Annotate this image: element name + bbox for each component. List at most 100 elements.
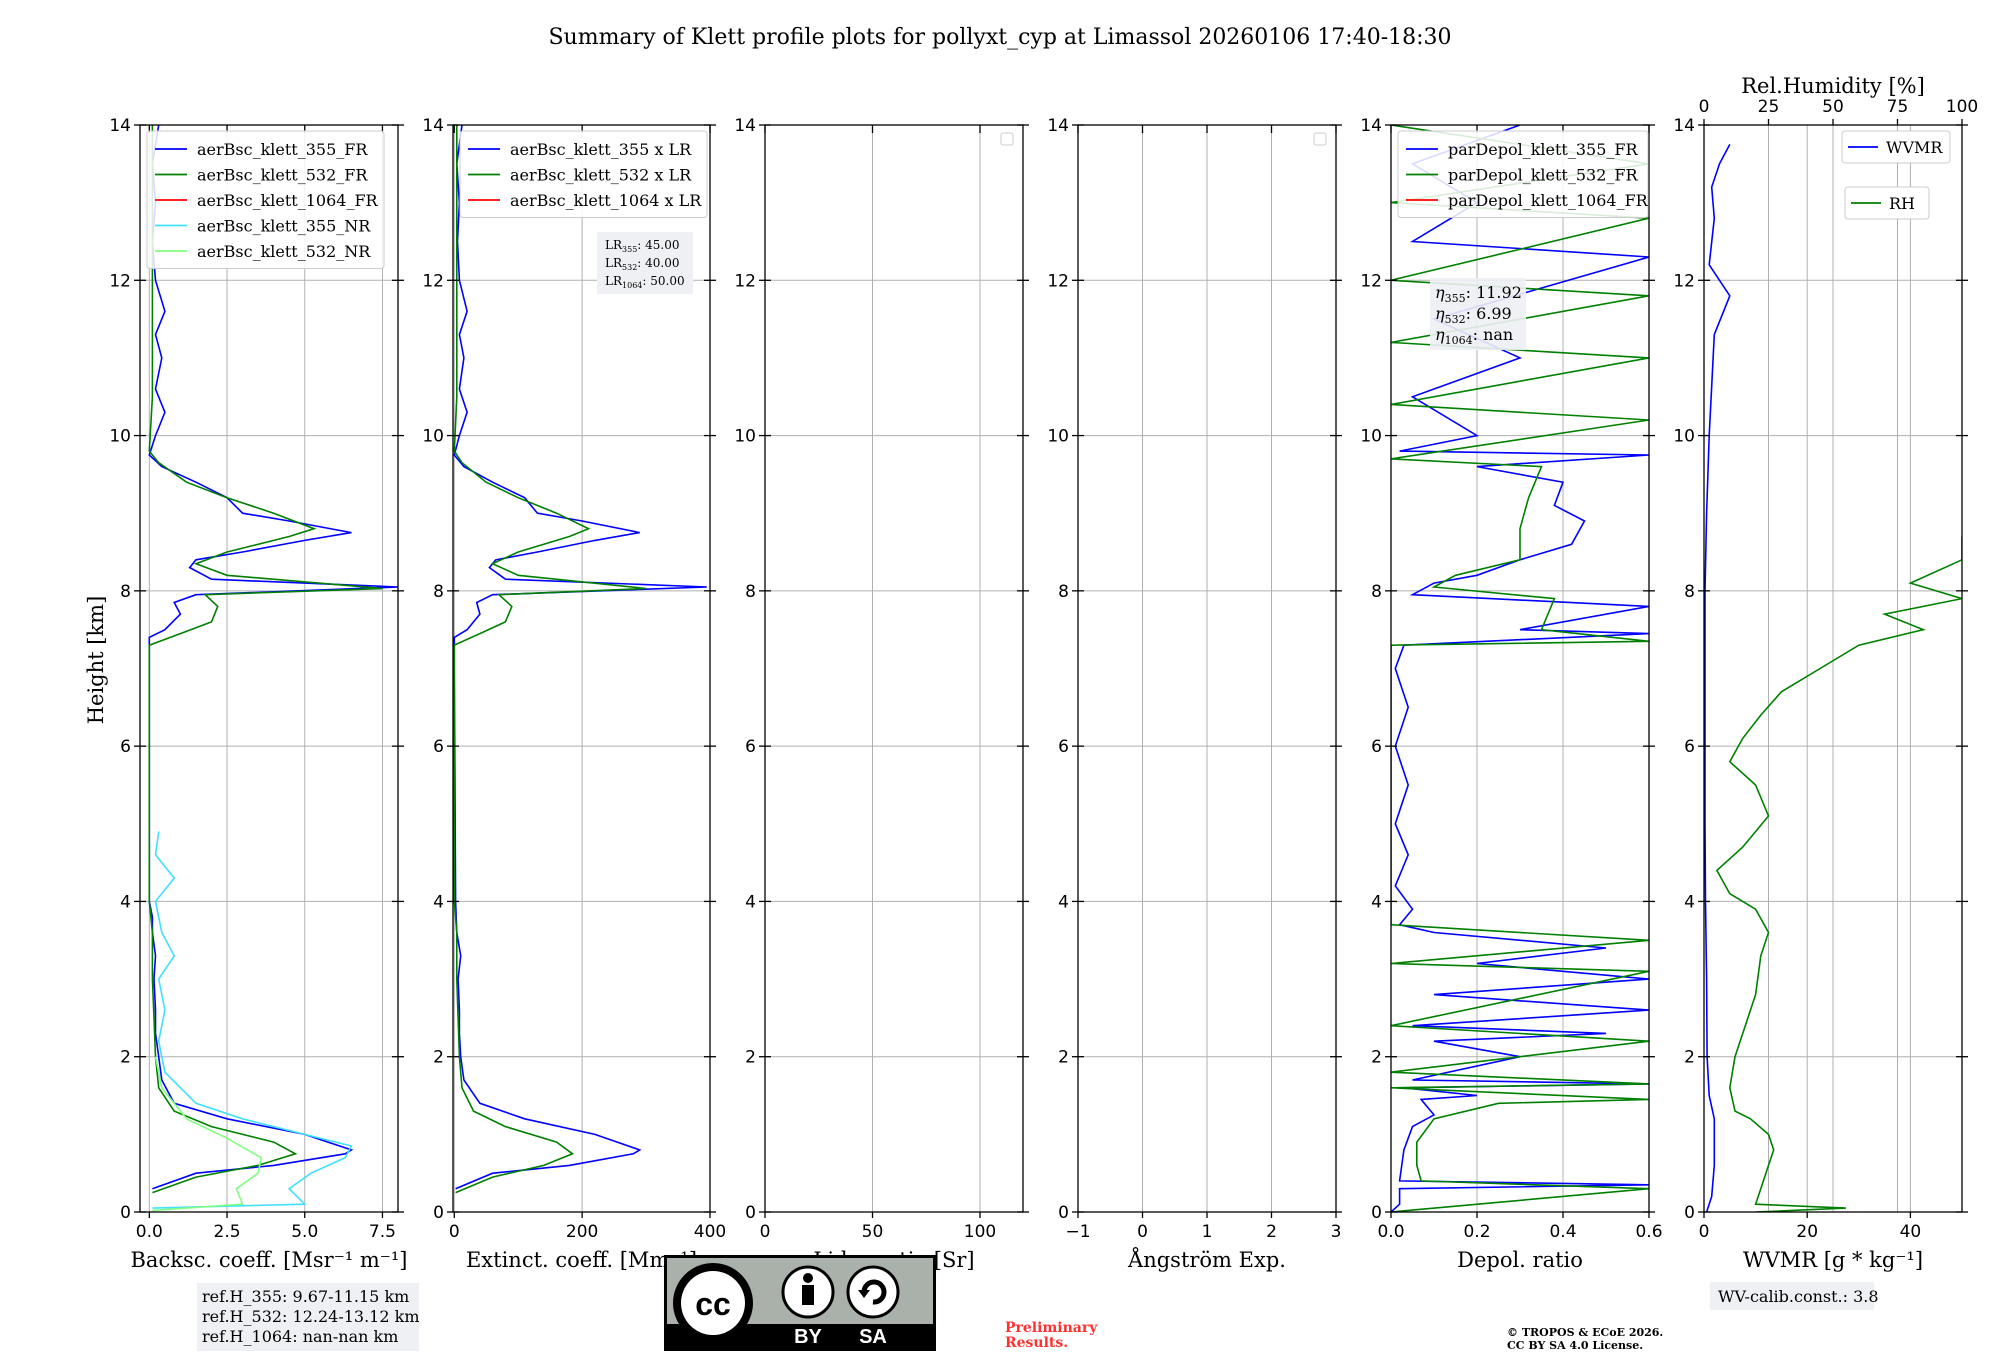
ref-height-text: ref.H_1064: nan-nan km — [202, 1327, 398, 1346]
y-tick-label: 6 — [120, 737, 131, 757]
series-line-ext_355 — [453, 125, 707, 1190]
panel-lr: 02468101214050100Lidar ratio [Sr] — [734, 116, 1029, 1272]
y-tick-label: 2 — [1058, 1048, 1069, 1068]
license-badge: cc BY SA — [664, 1255, 936, 1351]
legend-box — [1841, 130, 1951, 164]
x-tick-label: 3 — [1331, 1222, 1342, 1242]
empty-legend — [1000, 132, 1014, 146]
x-tick-label: 2 — [1266, 1222, 1277, 1242]
y-tick-label: 14 — [109, 116, 131, 136]
y-tick-label: 0 — [1371, 1203, 1382, 1223]
copyright-line-1: © TROPOS & ECoE 2026. — [1507, 1326, 1663, 1339]
by-label: BY — [794, 1326, 822, 1348]
x-tick-label: 0.0 — [136, 1222, 163, 1242]
legend-label: aerBsc_klett_355_FR — [197, 140, 368, 159]
series-group — [148, 125, 398, 1212]
plot-frame — [764, 124, 1024, 1213]
preliminary-line-1: Preliminary — [1005, 1320, 1098, 1336]
legend-label: parDepol_klett_1064_FR — [1448, 191, 1649, 210]
y-tick-label: 10 — [422, 427, 444, 447]
panel-ext: 0 2 4 6 8 10 12 14 0 200 400 Extinct. coeff. [Mm⁻¹]… — [422, 116, 726, 1272]
x-tick-label: 40 — [1900, 1222, 1922, 1242]
lidar-ratio-text: LR355: 45.00 — [605, 238, 680, 254]
plot-frame — [139, 124, 399, 1213]
top-axis-label: Rel.Humidity [%] — [1741, 74, 1925, 98]
x-tick-label: 400 — [694, 1222, 726, 1242]
x-tick-label: 0.4 — [1549, 1222, 1576, 1242]
legend-label: parDepol_klett_355_FR — [1448, 140, 1639, 159]
series-group — [453, 125, 707, 1194]
y-axis-label: Height [km] — [84, 596, 108, 725]
y-tick-label: 8 — [120, 582, 131, 602]
sa-icon-circle — [846, 1265, 900, 1319]
legend-box — [459, 130, 708, 218]
series-line-aerBsc_klett_532_NR — [152, 1056, 263, 1212]
x-tick-label: 20 — [1796, 1222, 1818, 1242]
x-tick-label: 0 — [1699, 1222, 1710, 1242]
cc-circle-inner — [681, 1271, 745, 1335]
x-tick-label: 0.2 — [1463, 1222, 1490, 1242]
x-tick-label: 50 — [862, 1222, 884, 1242]
panel-depol: 0 2 4 6 8 10 12 14 0.0 0.2 0.4 0.6 Depol. ratio parDe… — [1360, 116, 1662, 1272]
y-tick-label: 4 — [1058, 892, 1069, 912]
top-x-tick-label: 75 — [1887, 97, 1909, 117]
top-x-tick-label: 100 — [1946, 97, 1978, 117]
plot-frame — [1390, 124, 1650, 1213]
info-box — [597, 232, 693, 294]
x-tick-label: 7.5 — [369, 1222, 396, 1242]
y-tick-label: 0 — [1684, 1203, 1695, 1223]
y-tick-label: 2 — [120, 1048, 131, 1068]
y-tick-label: 2 — [745, 1048, 756, 1068]
y-tick-label: 4 — [1371, 892, 1382, 912]
y-tick-label: 12 — [422, 271, 444, 291]
legend-label: aerBsc_klett_1064 x LR — [510, 191, 702, 210]
series-group — [1704, 144, 1962, 1212]
y-tick-label: 14 — [734, 116, 756, 136]
by-icon-body — [802, 1285, 814, 1305]
y-tick-label: 10 — [1673, 427, 1695, 447]
eta-text: η1064: nan — [1435, 325, 1513, 347]
x-tick-label: 5.0 — [291, 1222, 318, 1242]
y-tick-label: 6 — [1058, 737, 1069, 757]
y-tick-label: 14 — [1047, 116, 1069, 136]
series-line-RH — [1715, 536, 1962, 1212]
series-line-aerBsc_klett_355_FR — [148, 125, 398, 1190]
y-tick-label: 12 — [734, 271, 756, 291]
eta-text: η532: 6.99 — [1435, 304, 1512, 326]
y-tick-label: 6 — [745, 737, 756, 757]
panel-bsc: 0 2 4 6 8 10 12 14 0.0 2.5 5.0 7.5 Backsc. coeff. [M… — [109, 116, 420, 1351]
lidar-ratio-text: LR532: 40.00 — [605, 256, 680, 272]
top-x-tick-label: 0 — [1699, 97, 1710, 117]
top-x-tick-label: 50 — [1822, 97, 1844, 117]
legend-box — [146, 130, 385, 269]
x-tick-label: 0 — [760, 1222, 771, 1242]
x-tick-label: 100 — [964, 1222, 996, 1242]
ref-height-text: ref.H_355: 9.67-11.15 km — [202, 1287, 409, 1306]
y-tick-label: 10 — [109, 427, 131, 447]
y-tick-label: 10 — [1360, 427, 1382, 447]
legend-label: parDepol_klett_532_FR — [1448, 166, 1639, 185]
x-tick-label: −1 — [1065, 1222, 1090, 1242]
y-tick-label: 2 — [1684, 1048, 1695, 1068]
legend-box — [1397, 130, 1649, 218]
legend-label-RH: RH — [1889, 194, 1915, 213]
y-tick-label: 8 — [433, 582, 444, 602]
eta-text: η355: 11.92 — [1435, 283, 1522, 305]
info-box — [1710, 1282, 1874, 1310]
preliminary-line-2: Results. — [1005, 1335, 1068, 1351]
x-axis-label: Depol. ratio — [1457, 1248, 1583, 1272]
sa-icon-arrow — [861, 1279, 887, 1305]
x-tick-label: 0 — [449, 1222, 460, 1242]
x-tick-label: 1 — [1202, 1222, 1213, 1242]
y-tick-label: 10 — [1047, 427, 1069, 447]
y-tick-label: 6 — [1684, 737, 1695, 757]
top-x-tick-label: 25 — [1758, 97, 1780, 117]
y-tick-label: 8 — [1058, 582, 1069, 602]
y-tick-label: 12 — [1673, 271, 1695, 291]
legend-label: aerBsc_klett_355_NR — [197, 217, 371, 236]
ref-height-text: ref.H_532: 12.24-13.12 km — [202, 1307, 420, 1326]
y-tick-label: 6 — [433, 737, 444, 757]
y-tick-label: 0 — [745, 1203, 756, 1223]
